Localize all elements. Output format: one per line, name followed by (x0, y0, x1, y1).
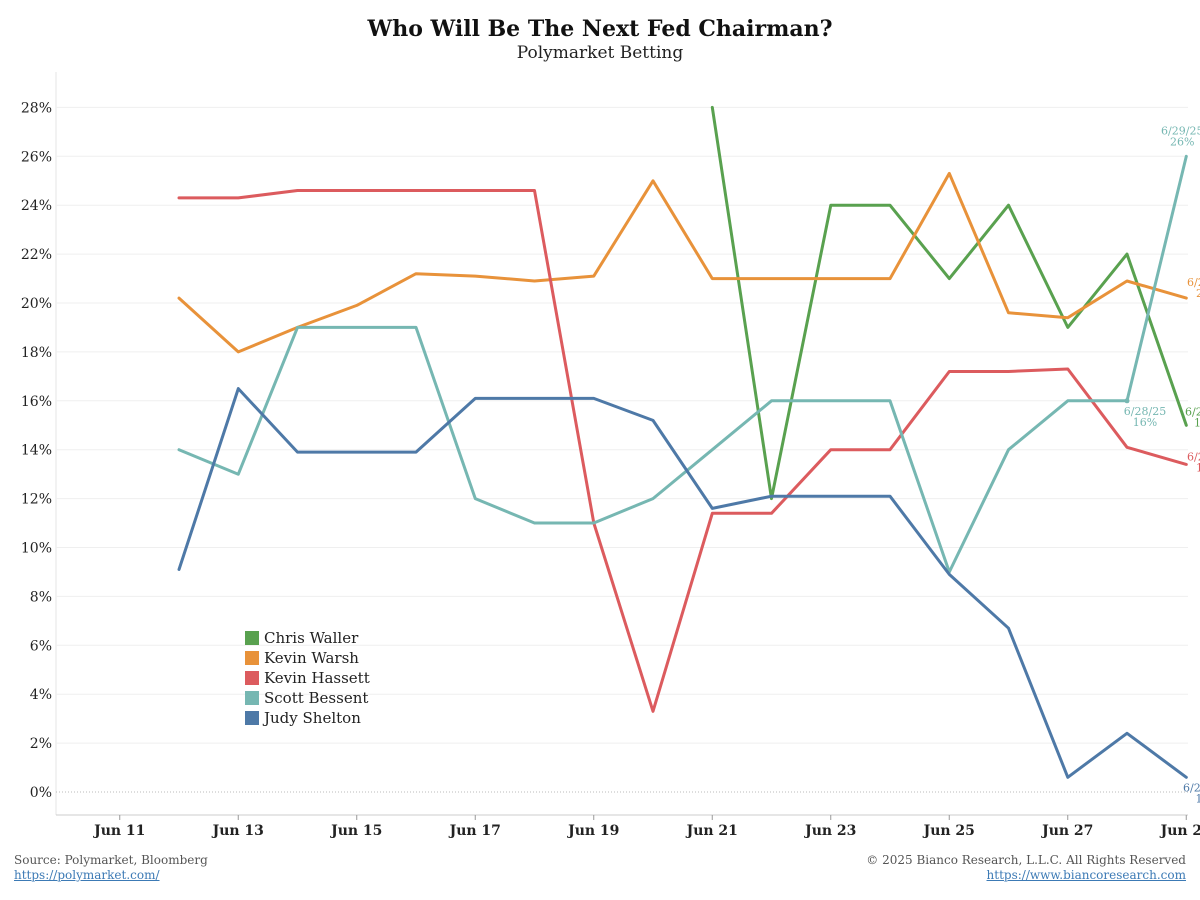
point-label: 6/28/25 16% (1124, 405, 1166, 429)
source-link[interactable]: https://polymarket.com/ (14, 868, 160, 882)
series-line-kevin-hassett (177, 189, 1188, 713)
legend-swatch (245, 671, 259, 685)
x-tick-label: Jun 21 (685, 823, 738, 839)
x-tick-label: Jun 15 (329, 823, 382, 839)
legend-swatch (245, 711, 259, 725)
x-tick-label: Jun 29 (1159, 823, 1200, 839)
end-labels: 6/29/2515%6/29/2520%6/29/2513%6/29/2526%… (1124, 124, 1200, 805)
y-axis: 0% 2% 4% 6% 8% 10% 12% 14% 16% 18% 20% 22% 24% 26% 28% (21, 100, 52, 801)
x-tick-label: Jun 27 (1040, 823, 1093, 839)
y-tick-label: 20% (21, 296, 52, 312)
y-tick-label: 0% (30, 785, 52, 801)
end-label-line: 6/29/25 (1187, 450, 1200, 463)
point-label-line: 16% (1133, 416, 1157, 429)
chart-subtitle: Polymarket Betting (516, 43, 684, 63)
y-tick-label: 24% (21, 198, 52, 214)
end-label: 6/29/2513% (1187, 450, 1200, 474)
x-axis: Jun 11 Jun 13 Jun 15 Jun 17 Jun 19 Jun 21 Jun … (92, 815, 1200, 839)
series-line-kevin-warsh (177, 171, 1188, 354)
y-tick-label: 12% (21, 492, 52, 508)
copyright-note: © 2025 Bianco Research, L.L.C. All Right… (866, 853, 1186, 883)
end-label-line: 15% (1194, 416, 1200, 429)
y-tick-label: 10% (21, 541, 52, 557)
legend-label: Kevin Warsh (264, 649, 359, 667)
end-label-line: 6/29/25 (1187, 276, 1200, 289)
x-tick-label: Jun 17 (448, 823, 501, 839)
y-tick-label: 16% (21, 394, 52, 410)
end-label-line: 13% (1196, 461, 1200, 474)
series-lines (177, 105, 1188, 779)
y-tick-label: 14% (21, 443, 52, 459)
legend: Chris Waller Kevin Warsh Kevin Hassett Scot… (245, 629, 370, 727)
y-tick-label: 2% (30, 736, 52, 752)
y-tick-label: 28% (21, 100, 52, 116)
x-tick-label: Jun 25 (922, 823, 975, 839)
legend-label: Scott Bessent (264, 689, 368, 707)
grid-lines (55, 72, 1188, 816)
copyright-text: © 2025 Bianco Research, L.L.C. All Right… (866, 853, 1186, 867)
end-label: 6/29/2520% (1187, 276, 1200, 300)
end-label-line: 6/29/25 (1161, 124, 1200, 137)
end-label: 6/29/25 26% (1161, 124, 1200, 148)
y-tick-label: 26% (21, 149, 52, 165)
end-label-line: 6/29/25 (1185, 405, 1200, 418)
x-tick-label: Jun 11 (92, 823, 145, 839)
end-label: 6/29/2515% (1185, 405, 1200, 429)
legend-swatch (245, 631, 259, 645)
y-tick-label: 18% (21, 345, 52, 361)
chart-title: Who Will Be The Next Fed Chairman? (367, 16, 833, 42)
series-line-judy-shelton (177, 387, 1188, 779)
source-text: Source: Polymarket, Bloomberg (14, 853, 208, 867)
end-label-line: 1% (1196, 792, 1200, 805)
x-tick-label: Jun 13 (211, 823, 264, 839)
end-label: 6/29/251% (1183, 781, 1200, 805)
y-tick-label: 6% (30, 638, 52, 654)
legend-swatch (245, 651, 259, 665)
point-label-line: 6/28/25 (1124, 405, 1166, 418)
legend-swatch (245, 691, 259, 705)
x-tick-label: Jun 19 (566, 823, 619, 839)
website-link[interactable]: https://www.biancoresearch.com (986, 868, 1186, 882)
legend-label: Judy Shelton (262, 709, 361, 727)
y-tick-label: 22% (21, 247, 52, 263)
point-marker (1124, 398, 1130, 404)
end-label-line: 26% (1170, 135, 1194, 148)
legend-label: Kevin Hassett (264, 669, 370, 687)
series-line-scott-bessent (177, 154, 1188, 574)
legend-label: Chris Waller (264, 629, 359, 647)
source-note: Source: Polymarket, Bloomberg https://po… (14, 853, 208, 883)
y-tick-label: 4% (30, 687, 52, 703)
x-tick-label: Jun 23 (803, 823, 856, 839)
end-label-line: 20% (1196, 287, 1200, 300)
end-label-line: 6/29/25 (1183, 781, 1200, 794)
y-tick-label: 8% (30, 589, 52, 605)
